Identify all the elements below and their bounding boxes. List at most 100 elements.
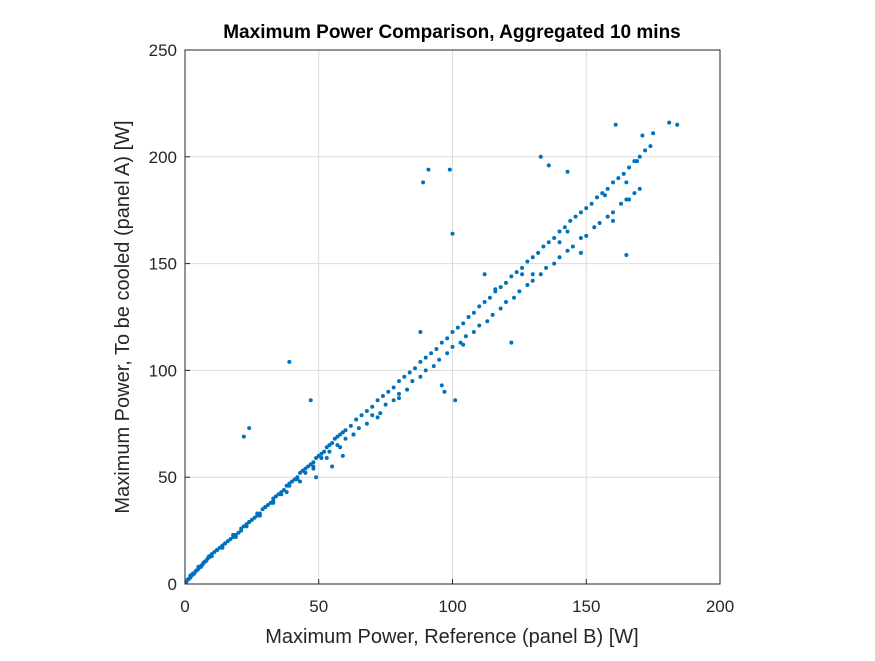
data-point	[413, 366, 418, 371]
data-point	[458, 340, 463, 345]
data-point	[370, 413, 375, 418]
data-point	[241, 434, 246, 439]
data-point	[191, 571, 196, 576]
data-point	[667, 120, 672, 125]
data-point	[418, 329, 423, 334]
data-point	[252, 515, 257, 520]
data-point	[327, 443, 332, 448]
data-point	[471, 310, 476, 315]
data-point	[391, 385, 396, 390]
data-point	[627, 197, 632, 202]
data-point	[445, 351, 450, 356]
y-axis-label: Maximum Power, To be cooled (panel A) [W…	[112, 120, 134, 513]
data-point	[445, 336, 450, 341]
data-point	[504, 300, 508, 305]
data-point	[340, 430, 345, 435]
data-point	[359, 413, 364, 418]
data-point	[482, 300, 487, 305]
data-point	[509, 274, 514, 279]
data-point	[255, 511, 260, 516]
data-point	[471, 329, 476, 334]
grid-layer	[184, 49, 721, 585]
data-point	[439, 340, 444, 345]
data-point	[354, 417, 359, 422]
data-point	[418, 359, 423, 364]
data-point	[343, 428, 348, 433]
x-axis-label: Maximum Power, Reference (panel B) [W]	[265, 626, 638, 648]
data-point	[407, 370, 412, 375]
data-point	[498, 306, 503, 311]
data-point	[351, 432, 356, 437]
data-point	[562, 225, 567, 230]
data-point	[450, 329, 455, 334]
data-point	[675, 122, 680, 127]
data-point	[265, 502, 270, 507]
data-point	[290, 479, 294, 484]
data-point	[397, 379, 401, 384]
data-point	[453, 398, 458, 403]
x-tick-label: 200	[706, 597, 734, 616]
data-point	[546, 240, 551, 245]
data-point	[386, 389, 391, 394]
data-point	[520, 265, 525, 270]
data-point	[316, 453, 321, 458]
data-point	[530, 278, 535, 283]
data-point	[298, 470, 303, 475]
data-point	[541, 244, 546, 249]
data-point	[300, 468, 305, 473]
data-point	[640, 133, 645, 138]
data-point	[520, 272, 525, 277]
data-point	[429, 351, 434, 356]
data-point	[602, 193, 607, 198]
data-point	[621, 171, 626, 176]
data-point	[391, 398, 396, 403]
data-point	[279, 492, 284, 497]
data-point	[209, 554, 214, 559]
data-point	[220, 545, 225, 550]
y-tick-label: 100	[149, 361, 177, 380]
data-point	[538, 154, 543, 159]
data-point	[257, 513, 262, 518]
data-point	[319, 451, 324, 456]
data-point	[212, 549, 217, 554]
data-point	[239, 526, 244, 531]
data-point	[188, 573, 193, 578]
data-point	[303, 466, 308, 471]
data-point	[514, 270, 519, 275]
data-point	[613, 122, 618, 127]
data-point	[568, 218, 573, 223]
data-point	[397, 391, 401, 396]
data-point	[370, 404, 375, 409]
data-point	[447, 167, 452, 172]
data-point	[584, 233, 589, 238]
data-point	[335, 443, 340, 448]
data-point	[651, 131, 656, 136]
data-point	[397, 396, 401, 401]
data-point	[611, 218, 615, 223]
data-point	[477, 304, 482, 309]
data-point	[439, 383, 444, 388]
data-point	[512, 295, 517, 300]
data-point	[557, 229, 562, 234]
data-point	[637, 186, 642, 191]
data-point	[461, 342, 466, 347]
data-point	[324, 455, 329, 460]
data-point	[536, 250, 541, 255]
data-point	[482, 272, 487, 277]
data-point	[338, 445, 343, 450]
tick-labels-layer: 0 50 100 150 200 0 50 100 150 200 250	[149, 41, 735, 616]
data-point	[455, 325, 460, 330]
data-point	[284, 490, 289, 495]
data-point	[544, 265, 549, 270]
data-point	[330, 441, 335, 446]
data-point	[421, 180, 426, 185]
chart-title: Maximum Power Comparison, Aggregated 10 …	[223, 22, 681, 43]
data-point	[477, 323, 482, 328]
data-point	[215, 547, 220, 552]
data-point	[199, 564, 204, 569]
data-point	[493, 287, 498, 292]
data-points-layer	[184, 120, 680, 584]
y-tick-label: 200	[149, 148, 177, 167]
data-point	[228, 537, 233, 542]
